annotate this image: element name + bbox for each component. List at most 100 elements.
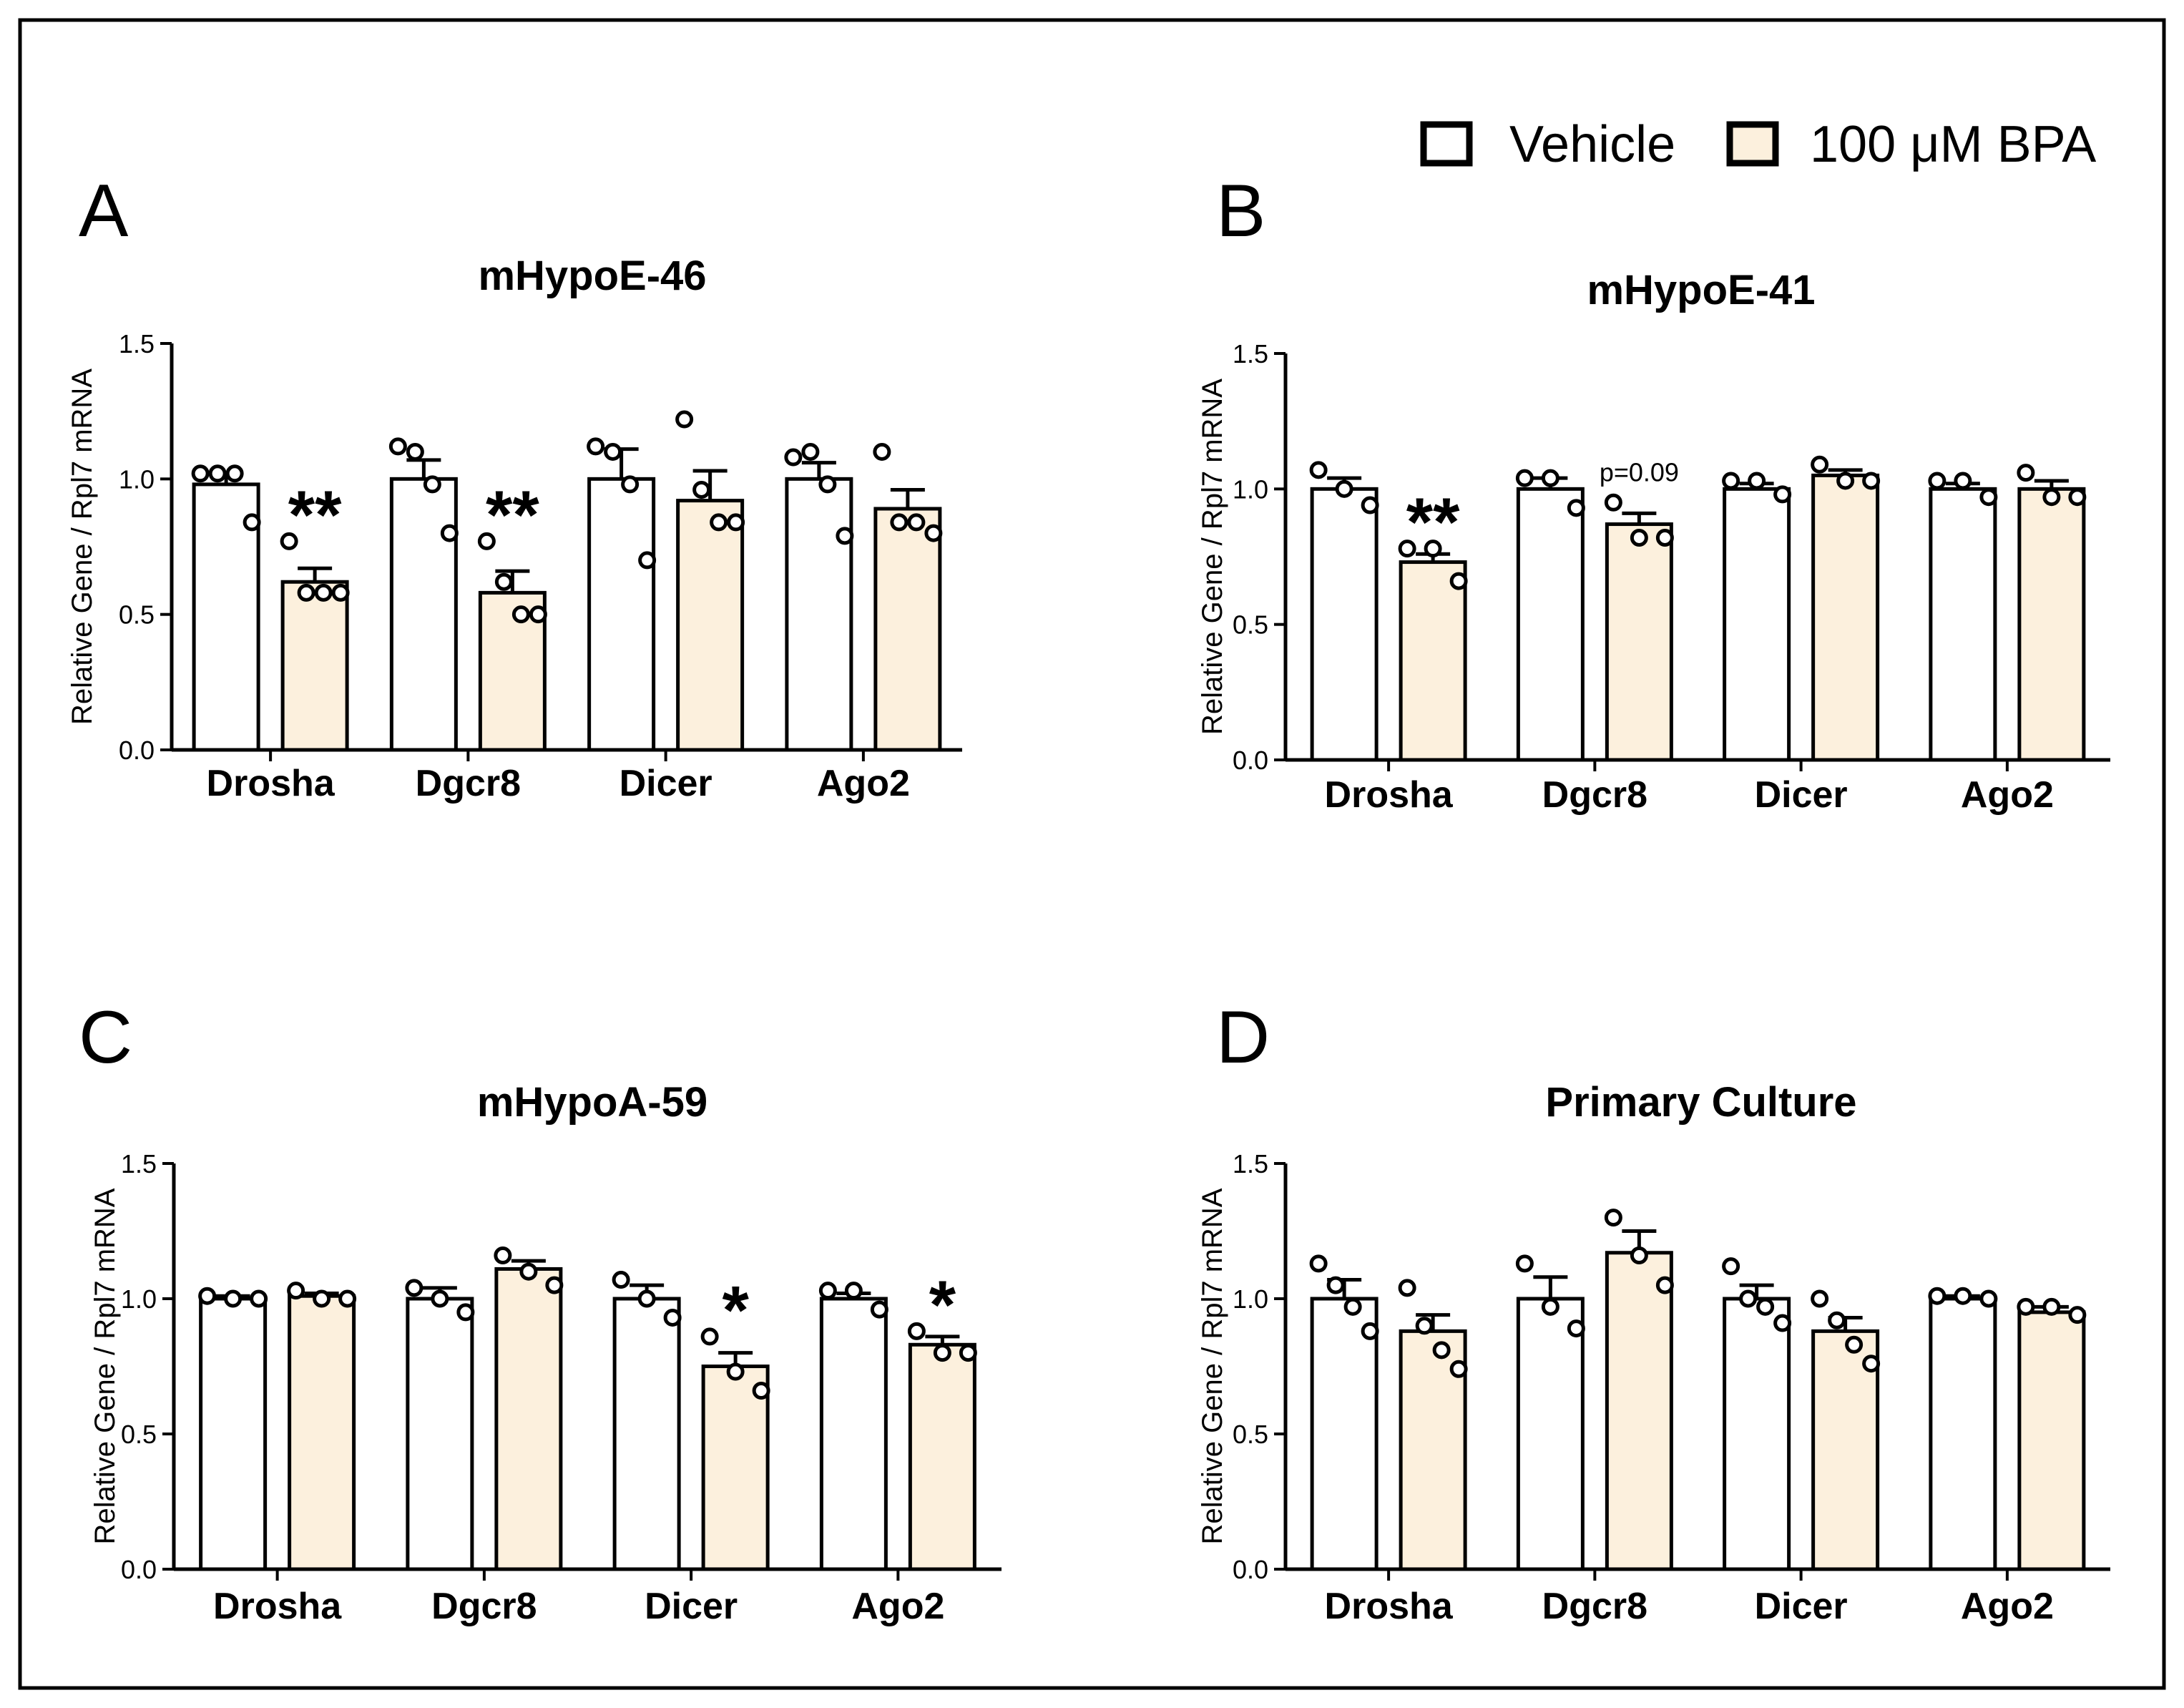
- data-point: [1928, 1287, 1946, 1305]
- data-point: [1756, 1297, 1775, 1316]
- data-point: [494, 1246, 512, 1265]
- category-label: Dgcr8: [416, 763, 521, 804]
- y-axis-label: Relative Gene / Rpl7 mRNA: [1197, 1188, 1228, 1544]
- data-point: [873, 442, 891, 461]
- data-point: [907, 513, 926, 532]
- panel-letter: D: [1216, 996, 1270, 1079]
- data-point: [1449, 572, 1468, 590]
- category-label: Ago2: [817, 763, 910, 804]
- data-point: [243, 513, 261, 532]
- data-point: [959, 1344, 977, 1362]
- data-point: [250, 1289, 268, 1308]
- data-point: [836, 527, 854, 545]
- bar-vehicle: [406, 1297, 474, 1571]
- y-axis-label: Relative Gene / Rpl7 mRNA: [67, 369, 98, 725]
- data-point: [1398, 540, 1416, 558]
- data-point: [870, 1300, 888, 1319]
- data-point: [907, 1322, 926, 1340]
- y-tick-label: 1.5: [1233, 1149, 1268, 1178]
- category-label: Drosha: [1325, 774, 1454, 816]
- chart-title: Primary Culture: [1545, 1079, 1856, 1126]
- bar-bpa: [1605, 1251, 1673, 1571]
- data-point: [1773, 1314, 1792, 1332]
- data-point: [2068, 1306, 2087, 1324]
- data-point: [1449, 1360, 1468, 1378]
- legend-swatch-bpa: [1726, 121, 1779, 167]
- data-point: [675, 410, 694, 429]
- data-point: [1361, 496, 1379, 514]
- y-tick-label: 0.0: [119, 736, 155, 765]
- data-point: [1604, 493, 1622, 512]
- y-tick-label: 0.0: [1233, 1555, 1268, 1584]
- data-point: [191, 464, 210, 483]
- data-point: [1773, 485, 1792, 504]
- y-tick-label: 1.0: [121, 1284, 157, 1314]
- data-point: [604, 442, 622, 461]
- significance-annotation: **: [1406, 484, 1460, 561]
- bar-vehicle: [1310, 1297, 1379, 1571]
- bar-vehicle: [1516, 487, 1585, 762]
- bar-bpa: [494, 1267, 563, 1571]
- data-point: [1343, 1297, 1362, 1316]
- y-tick-label: 1.5: [121, 1149, 157, 1178]
- bar-vehicle: [785, 477, 853, 752]
- y-tick-label: 0.5: [1233, 610, 1268, 640]
- data-point: [1828, 1311, 1846, 1329]
- data-point: [440, 524, 459, 542]
- data-point: [637, 1289, 656, 1308]
- data-point: [519, 1262, 538, 1281]
- p-value-annotation: p=0.09: [1600, 457, 1679, 487]
- data-point: [710, 513, 728, 532]
- data-point: [198, 1287, 217, 1305]
- data-point: [1432, 1341, 1451, 1360]
- data-point: [456, 1303, 475, 1322]
- bar-vehicle: [1516, 1297, 1585, 1571]
- legend-label-vehicle: Vehicle: [1509, 116, 1675, 173]
- bar-bpa: [288, 1294, 356, 1571]
- legend: Vehicle 100 μM BPA: [1420, 116, 2096, 173]
- data-point: [1862, 1355, 1881, 1373]
- data-point: [638, 551, 657, 570]
- data-point: [844, 1282, 863, 1300]
- data-point: [406, 442, 424, 461]
- data-point: [545, 1276, 564, 1294]
- bar-bpa: [2017, 487, 2086, 762]
- data-point: [2042, 1297, 2061, 1316]
- bar-bpa: [280, 580, 349, 752]
- data-point: [1398, 1279, 1416, 1297]
- data-point: [2017, 1297, 2035, 1316]
- data-point: [587, 437, 605, 456]
- data-point: [1655, 1276, 1674, 1294]
- data-point: [314, 583, 333, 602]
- bar-vehicle: [1723, 487, 1791, 762]
- data-point: [1979, 488, 1998, 507]
- data-point: [1604, 1209, 1622, 1227]
- data-point: [225, 464, 244, 483]
- data-point: [529, 605, 547, 624]
- data-point: [726, 1362, 745, 1381]
- y-tick-label: 1.0: [119, 464, 155, 494]
- data-point: [818, 1282, 837, 1300]
- data-point: [297, 583, 315, 602]
- bar-bpa: [1399, 560, 1467, 762]
- data-point: [423, 475, 441, 494]
- data-point: [700, 1327, 719, 1346]
- panel-letter: C: [79, 996, 132, 1079]
- bar-vehicle: [1929, 487, 1997, 762]
- data-point: [1845, 1335, 1864, 1354]
- chart-title: mHypoA-59: [477, 1079, 707, 1126]
- y-tick-label: 1.5: [1233, 339, 1268, 369]
- data-point: [2042, 488, 2061, 507]
- figure-frame: [18, 18, 2166, 1690]
- bar-bpa: [908, 1342, 976, 1571]
- data-point: [1979, 1289, 1998, 1308]
- data-point: [331, 583, 350, 602]
- data-point: [1515, 1254, 1534, 1273]
- y-axis-label: Relative Gene / Rpl7 mRNA: [89, 1188, 121, 1544]
- category-label: Drosha: [213, 1586, 342, 1627]
- data-point: [388, 437, 407, 456]
- data-point: [727, 513, 745, 532]
- data-point: [1928, 472, 1946, 490]
- data-point: [1424, 540, 1442, 558]
